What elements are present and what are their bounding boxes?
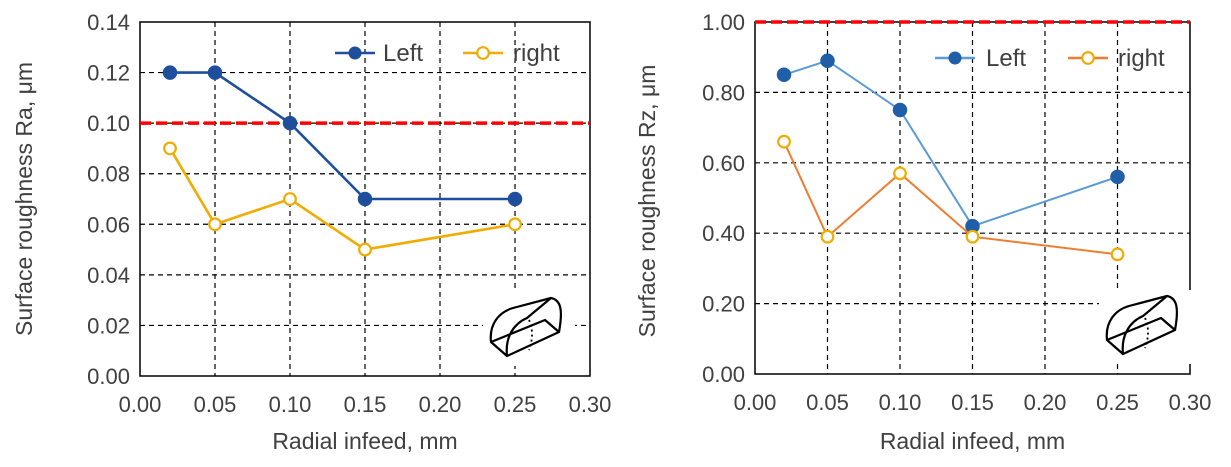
data-point-left <box>892 102 908 118</box>
x-tick-label: 0.05 <box>806 390 849 415</box>
icon-body <box>489 296 562 343</box>
data-point-right <box>283 192 297 206</box>
series-line-left <box>783 59 1118 228</box>
data-point-left <box>207 65 223 80</box>
y-axis-label: Surface roughness Ra, μm <box>11 62 37 336</box>
x-tick-label: 0.20 <box>1024 390 1067 415</box>
data-point-left <box>162 65 178 80</box>
x-tick-label: 0.15 <box>344 392 387 417</box>
data-point-left <box>820 53 835 68</box>
chart-ra: 0.00 0.05 0.10 0.15 0.20 0.25 0.30 0.00 0.02 0.04… <box>11 10 611 454</box>
y-tick-label: 0.02 <box>87 313 130 338</box>
y-tick-label: 0.06 <box>87 212 130 237</box>
data-point-right <box>163 141 177 156</box>
icon-edge <box>1121 295 1168 355</box>
y-tick-label: 1.00 <box>702 10 745 35</box>
y-tick-label: 0.12 <box>87 61 130 86</box>
x-tick-label: 0.30 <box>1169 390 1212 415</box>
data-point-right <box>508 217 522 232</box>
legend-marker-left <box>348 46 362 60</box>
legend-label-left: Left <box>383 40 423 67</box>
chart-rz: 0.00 0.05 0.10 0.15 0.20 0.25 0.30 0.00 0.20 0.40… <box>634 10 1211 454</box>
y-tick-label: 0.20 <box>702 292 745 317</box>
data-point-left <box>507 191 523 207</box>
data-point-right <box>208 217 222 232</box>
data-point-left <box>357 191 373 207</box>
y-tick-label: 0.14 <box>87 10 130 35</box>
y-tick-label: 0.40 <box>702 221 745 246</box>
x-axis-label: Radial infeed, mm <box>272 428 457 454</box>
data-point-right <box>820 229 835 244</box>
data-point-right <box>965 229 980 244</box>
series-line-left <box>170 71 515 201</box>
icon-body <box>1105 294 1178 341</box>
data-point-left <box>1110 169 1125 185</box>
legend-label-right: right <box>513 40 560 67</box>
legend-label-left: Left <box>986 45 1026 72</box>
x-tick-label: 0.10 <box>269 392 312 417</box>
legend-marker-left <box>948 51 962 65</box>
tool-insert-icon <box>1099 290 1191 364</box>
legend-marker-right <box>476 46 490 60</box>
icon-edge <box>505 297 552 357</box>
x-tick-label: 0.25 <box>494 392 537 417</box>
x-tick-label: 0.10 <box>879 390 922 415</box>
y-tick-label: 0.00 <box>87 364 130 389</box>
x-tick-label: 0.00 <box>119 392 162 417</box>
x-tick-label: 0.25 <box>1096 390 1139 415</box>
y-axis-label: Surface roughness Rz, μm <box>634 65 660 338</box>
data-point-right <box>358 242 372 257</box>
x-tick-label: 0.00 <box>734 390 777 415</box>
data-point-left <box>282 115 298 131</box>
y-tick-label: 0.80 <box>702 80 745 105</box>
y-tick-label: 0.04 <box>87 263 130 288</box>
y-tick-label: 0.10 <box>87 111 130 136</box>
y-tick-label: 0.08 <box>87 162 130 187</box>
x-tick-label: 0.20 <box>419 392 462 417</box>
y-tick-label: 0.00 <box>702 362 745 387</box>
legend-label-right: right <box>1118 45 1165 72</box>
data-point-right <box>1110 247 1125 262</box>
x-tick-label: 0.30 <box>569 392 612 417</box>
tool-insert-icon <box>483 292 575 366</box>
data-point-left <box>776 67 792 83</box>
data-point-right <box>777 134 791 149</box>
x-axis-label: Radial infeed, mm <box>880 428 1065 454</box>
data-point-right <box>893 166 907 181</box>
y-tick-label: 0.60 <box>702 151 745 176</box>
legend-marker-right <box>1081 51 1095 65</box>
x-tick-label: 0.05 <box>194 392 237 417</box>
x-tick-label: 0.15 <box>951 390 994 415</box>
